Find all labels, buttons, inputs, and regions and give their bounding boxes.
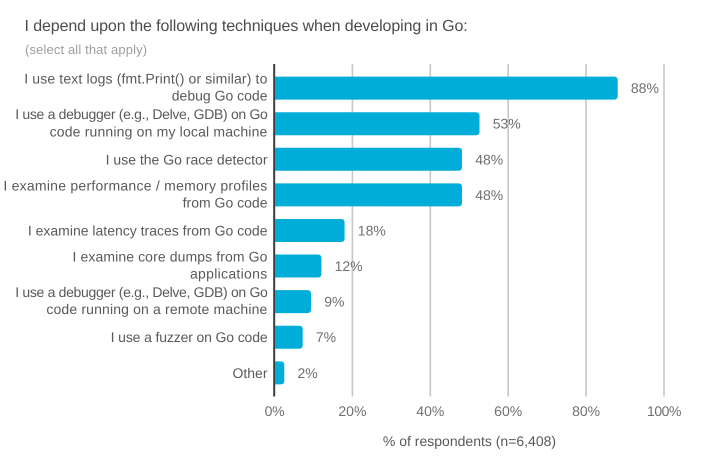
svg-text:I use the Go race detector: I use the Go race detector <box>106 151 268 167</box>
svg-text:48%: 48% <box>475 187 503 203</box>
svg-text:applications: applications <box>190 266 268 282</box>
svg-text:I use text logs (fmt.Print() o: I use text logs (fmt.Print() or similar)… <box>24 71 267 87</box>
svg-text:I use a debugger (e.g., Delve,: I use a debugger (e.g., Delve, GDB) on G… <box>15 106 268 122</box>
svg-text:60%: 60% <box>494 403 522 419</box>
svg-text:18%: 18% <box>358 222 386 238</box>
svg-text:40%: 40% <box>416 403 444 419</box>
svg-text:7%: 7% <box>316 329 336 345</box>
svg-text:I use a debugger (e.g., Delve,: I use a debugger (e.g., Delve, GDB) on G… <box>15 284 268 300</box>
svg-text:53%: 53% <box>493 116 521 132</box>
svg-text:I examine latency traces from: I examine latency traces from Go code <box>28 222 268 238</box>
svg-text:80%: 80% <box>572 403 600 419</box>
svg-text:I depend upon the following te: I depend upon the following techniques w… <box>25 18 468 35</box>
svg-text:I examine performance / memory: I examine performance / memory profiles <box>3 177 267 193</box>
svg-text:Other: Other <box>232 365 267 381</box>
svg-text:0%: 0% <box>265 403 285 419</box>
svg-text:debug Go code: debug Go code <box>172 88 268 104</box>
svg-text:% of respondents (n=6,408): % of respondents (n=6,408) <box>383 433 556 449</box>
svg-text:from Go code: from Go code <box>183 194 268 210</box>
svg-text:I use a fuzzer on Go code: I use a fuzzer on Go code <box>111 329 268 345</box>
svg-text:2%: 2% <box>298 365 318 381</box>
svg-text:9%: 9% <box>324 294 344 310</box>
svg-text:48%: 48% <box>475 151 503 167</box>
svg-text:code running on my local machi: code running on my local machine <box>50 123 268 139</box>
svg-text:I examine core dumps from Go: I examine core dumps from Go <box>73 248 268 264</box>
svg-text:12%: 12% <box>335 258 363 274</box>
svg-text:100%: 100% <box>647 403 681 419</box>
svg-text:88%: 88% <box>631 80 659 96</box>
svg-text:20%: 20% <box>338 403 366 419</box>
svg-text:code running on a remote machi: code running on a remote machine <box>46 301 267 317</box>
svg-text:(select all that apply): (select all that apply) <box>25 42 147 57</box>
